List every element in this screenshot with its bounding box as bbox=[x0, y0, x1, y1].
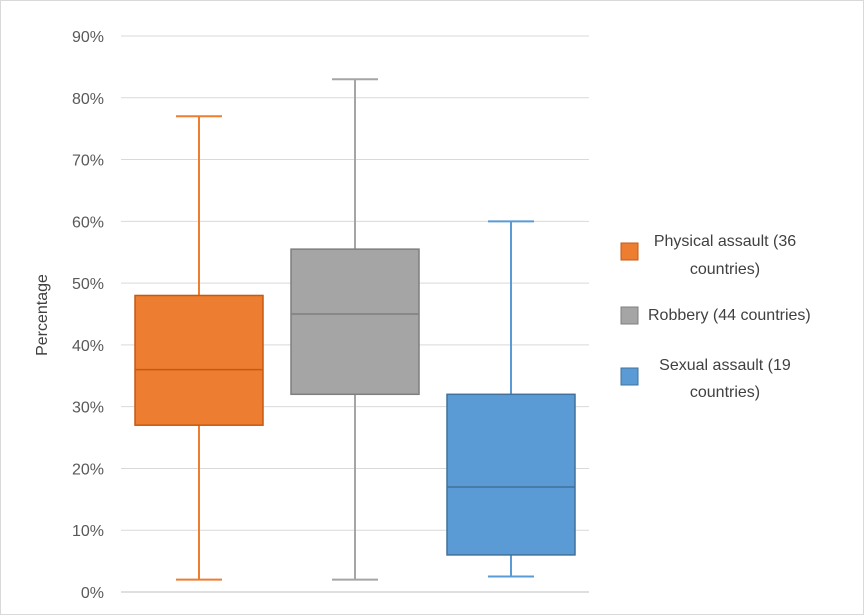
box-group-3 bbox=[446, 220, 576, 578]
legend-label: Robbery (44 countries) bbox=[648, 307, 811, 324]
y-tick-label: 70% bbox=[72, 153, 104, 170]
y-tick-label: 20% bbox=[72, 461, 104, 478]
legend-swatch bbox=[620, 367, 639, 386]
legend-label: Physical assault (36 bbox=[654, 233, 796, 250]
box-series bbox=[134, 78, 576, 581]
y-tick-label: 40% bbox=[72, 338, 104, 355]
y-tick-label: 80% bbox=[72, 91, 104, 108]
y-tick-label: 0% bbox=[81, 585, 104, 602]
y-tick-label: 30% bbox=[72, 400, 104, 417]
legend: Physical assault (36 countries) Robbery (4… bbox=[620, 233, 811, 401]
legend-label: Sexual assault (19 bbox=[659, 357, 791, 374]
y-tick-label: 90% bbox=[72, 29, 104, 46]
y-tick-label: 10% bbox=[72, 523, 104, 540]
iqr-box bbox=[290, 248, 420, 396]
box-group-1 bbox=[134, 115, 264, 581]
legend-swatch bbox=[620, 306, 639, 325]
iqr-box bbox=[446, 393, 576, 556]
legend-item-3: Sexual assault (19 countries) bbox=[620, 357, 791, 401]
legend-item-1: Physical assault (36 countries) bbox=[620, 233, 796, 278]
y-axis-ticks: 0% 10% 20% 30% 40% 50% 60% 70% 80% 90% bbox=[72, 29, 104, 602]
legend-item-2: Robbery (44 countries) bbox=[620, 306, 811, 325]
legend-swatch bbox=[620, 242, 639, 261]
legend-label: countries) bbox=[690, 384, 760, 401]
y-axis-title: Percentage bbox=[34, 274, 51, 356]
y-tick-label: 60% bbox=[72, 214, 104, 231]
iqr-box bbox=[134, 294, 264, 426]
y-tick-label: 50% bbox=[72, 276, 104, 293]
legend-label: countries) bbox=[690, 261, 760, 278]
box-group-2 bbox=[290, 78, 420, 581]
